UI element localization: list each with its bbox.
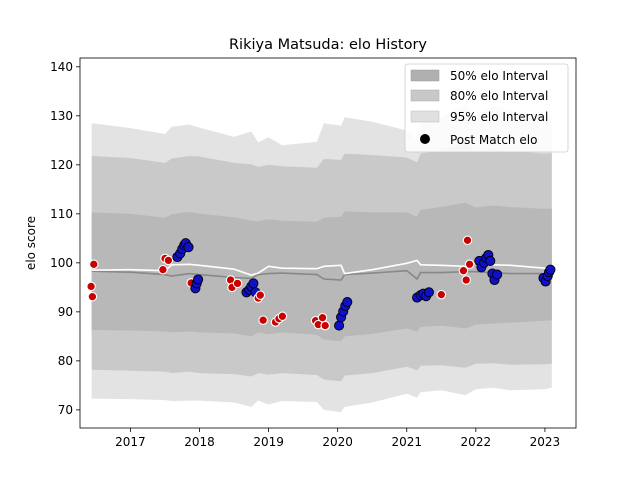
x-tick-label-2018: 2018 <box>184 435 215 449</box>
legend-label-80: 80% elo Interval <box>450 89 548 103</box>
legend-label-post-match: Post Match elo <box>450 133 537 147</box>
post-match-point-57 <box>492 269 503 280</box>
y-tick-label-90: 90 <box>58 305 73 319</box>
post-match-point-22 <box>248 278 259 289</box>
post-match-point-15 <box>193 274 204 285</box>
post-match-point-3 <box>158 264 168 275</box>
y-tick-label-110: 110 <box>50 207 73 221</box>
y-tick-label-130: 130 <box>50 109 73 123</box>
post-match-point-34 <box>334 320 345 331</box>
post-match-point-11 <box>183 242 194 253</box>
legend-label-50: 50% elo Interval <box>450 69 548 83</box>
x-tick-label-2019: 2019 <box>253 435 284 449</box>
post-match-point-48 <box>464 259 475 270</box>
x-axis: 2017 2018 2019 2020 2021 2022 2023 <box>115 428 560 449</box>
legend-swatch-95 <box>410 110 440 123</box>
post-match-point-18 <box>232 278 243 289</box>
y-tick-label-80: 80 <box>58 354 73 368</box>
post-match-point-26 <box>258 315 268 325</box>
chart-title: Rikiya Matsuda: elo History <box>229 37 427 53</box>
plot-frame <box>79 57 577 429</box>
y-tick-label-70: 70 <box>58 403 73 417</box>
post-match-point-0 <box>86 281 96 292</box>
x-tick-label-2023: 2023 <box>530 435 561 449</box>
post-match-point-32 <box>317 312 328 323</box>
legend-marker-post-match <box>420 134 430 144</box>
post-match-point-38 <box>342 297 353 308</box>
y-axis: 70 80 90 100 110 120 130 140 <box>50 60 80 417</box>
y-tick-label-120: 120 <box>50 158 73 172</box>
post-match-point-47 <box>462 235 473 246</box>
post-match-points <box>86 235 556 331</box>
post-match-point-43 <box>423 287 434 298</box>
post-match-point-1 <box>87 291 98 302</box>
post-match-point-62 <box>545 264 556 275</box>
y-tick-label-140: 140 <box>50 60 73 74</box>
post-match-point-54 <box>485 255 496 266</box>
post-match-point-44 <box>436 289 447 300</box>
band-50-percent <box>91 202 552 342</box>
legend-swatch-80 <box>410 89 440 102</box>
x-tick-label-2022: 2022 <box>461 435 492 449</box>
post-match-point-45 <box>458 265 469 276</box>
post-match-point-2 <box>89 259 99 270</box>
y-axis-label: elo score <box>24 216 38 270</box>
post-match-point-29 <box>277 311 288 322</box>
post-match-point-25 <box>255 290 266 300</box>
x-tick-label-2021: 2021 <box>391 435 422 449</box>
y-tick-label-100: 100 <box>50 256 73 270</box>
mean-elo-line <box>91 269 552 281</box>
legend-swatch-50 <box>410 69 440 82</box>
x-tick-label-2017: 2017 <box>115 435 146 449</box>
x-tick-label-2020: 2020 <box>322 435 353 449</box>
legend-frame <box>404 63 569 153</box>
legend-label-95: 95% elo Interval <box>450 110 548 124</box>
post-match-point-33 <box>320 320 330 331</box>
post-match-point-46 <box>461 275 471 285</box>
post-match-point-5 <box>163 255 174 266</box>
legend: 50% elo Interval 80% elo Interval 95% el… <box>404 63 569 153</box>
